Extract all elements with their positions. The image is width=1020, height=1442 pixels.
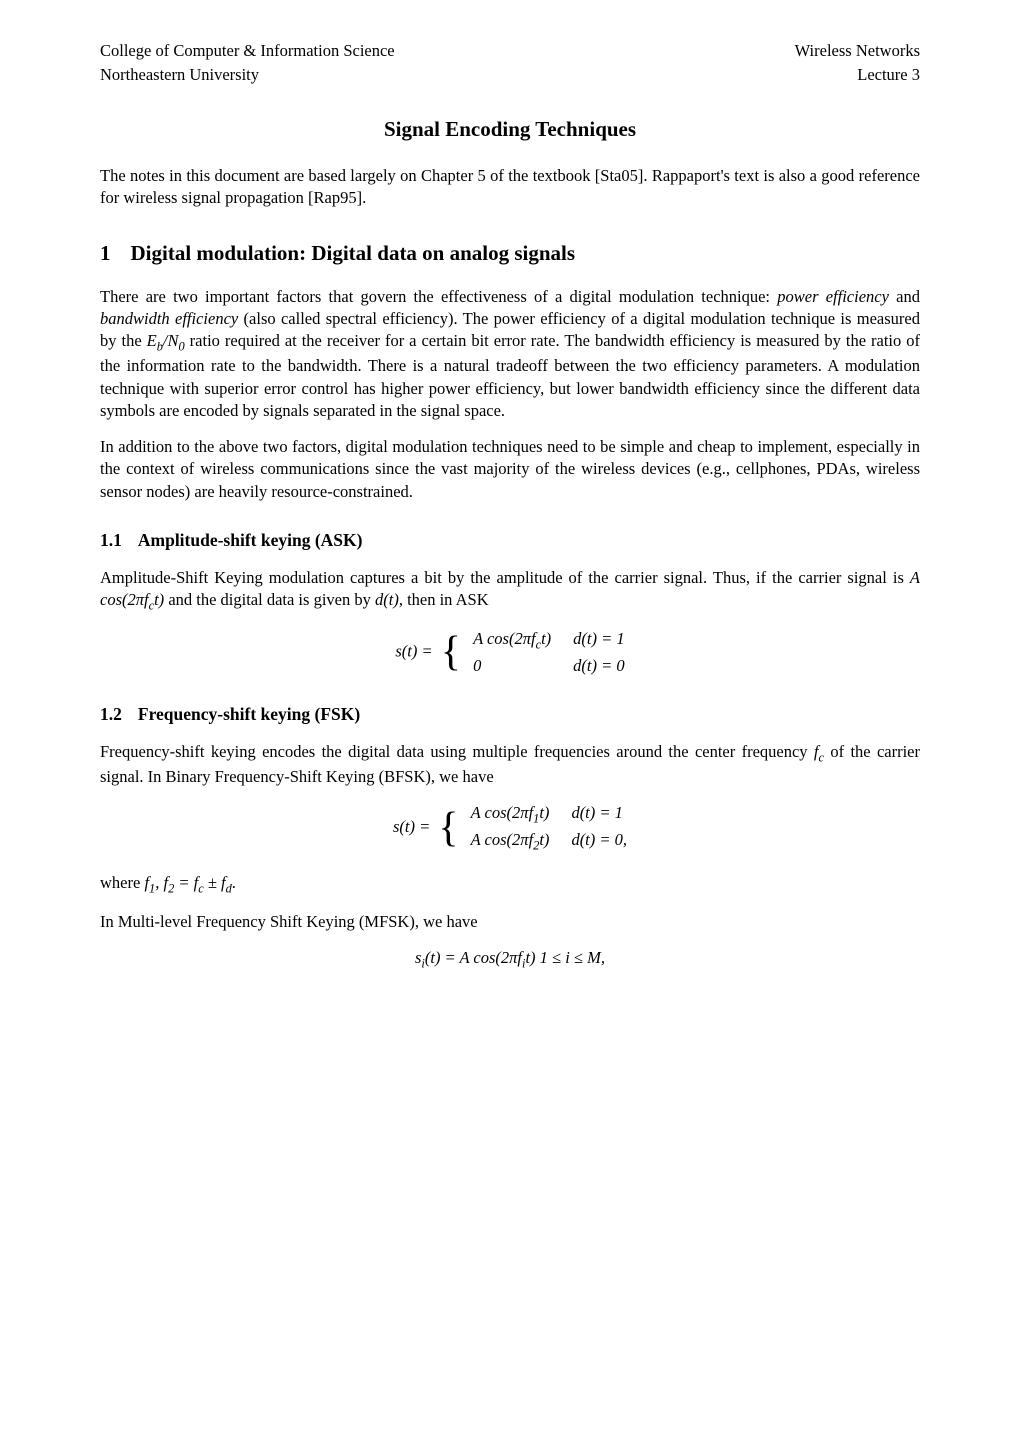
ratio-ebno: Eb/N0	[147, 331, 185, 350]
header-left-1: College of Computer & Information Scienc…	[100, 40, 395, 62]
s12p2a: where	[100, 873, 144, 892]
s1p1c: and	[889, 287, 920, 306]
mfsk-range: 1 ≤ i ≤ M,	[536, 948, 605, 967]
s11p1a: Amplitude-Shift Keying modulation captur…	[100, 568, 910, 587]
header-right-1: Wireless Networks	[795, 40, 920, 62]
s1p1a: There are two important factors that gov…	[100, 287, 777, 306]
ask-r2r: d(t) = 0	[573, 655, 624, 677]
intro-paragraph: The notes in this document are based lar…	[100, 165, 920, 210]
section-1-heading: 1 Digital modulation: Digital data on ana…	[100, 239, 920, 267]
subsection-1-2-number: 1.2	[100, 703, 122, 727]
subsection-1-1-number: 1.1	[100, 529, 122, 553]
s11p1b: and the digital data is given by	[164, 590, 375, 609]
bfsk-r2r: d(t) = 0,	[571, 829, 627, 854]
ask-r1l: A cos(2πfct)	[473, 628, 551, 653]
brace-icon: {	[441, 631, 461, 673]
data-expr: d(t)	[375, 590, 399, 609]
header-left-2: Northeastern University	[100, 64, 259, 86]
mfsk-equation: si(t) = A cos(2πfit) 1 ≤ i ≤ M,	[100, 947, 920, 972]
ask-r1r: d(t) = 1	[573, 628, 624, 653]
bfsk-lhs: s(t) =	[393, 817, 434, 836]
brace-icon: {	[438, 807, 458, 849]
subsection-1-2-title: Frequency-shift keying (FSK)	[138, 704, 360, 724]
subsection-1-2-para-1: Frequency-shift keying encodes the digit…	[100, 741, 920, 788]
ask-r2l: 0	[473, 655, 551, 677]
subsection-1-1-title: Amplitude-shift keying (ASK)	[138, 530, 363, 550]
ask-equation: s(t) = { A cos(2πfct) d(t) = 1 0 d(t) = …	[100, 628, 920, 677]
section-1-number: 1	[100, 239, 111, 267]
header-right-2: Lecture 3	[857, 64, 920, 86]
bfsk-r1l: A cos(2πf1t)	[471, 802, 550, 827]
ask-lhs: s(t) =	[395, 641, 436, 660]
s1p1f: ratio required at the receiver for a cer…	[100, 331, 920, 420]
section-1-title: Digital modulation: Digital data on anal…	[131, 241, 576, 265]
section-1-para-1: There are two important factors that gov…	[100, 286, 920, 422]
subsection-1-1-heading: 1.1 Amplitude-shift keying (ASK)	[100, 529, 920, 553]
s1p1b: power efficiency	[777, 287, 889, 306]
subsection-1-2-heading: 1.2 Frequency-shift keying (FSK)	[100, 703, 920, 727]
subsection-1-2-para-3: In Multi-level Frequency Shift Keying (M…	[100, 911, 920, 933]
f1f2-expr: f1, f2 = fc ± fd	[144, 873, 231, 892]
subsection-1-1-para: Amplitude-Shift Keying modulation captur…	[100, 567, 920, 614]
mfsk-expr: si(t) = A cos(2πfit)	[415, 948, 536, 967]
bfsk-r2l: A cos(2πf2t)	[471, 829, 550, 854]
bfsk-equation: s(t) = { A cos(2πf1t) d(t) = 1 A cos(2πf…	[100, 802, 920, 854]
s12p2b: .	[232, 873, 236, 892]
section-1-para-2: In addition to the above two factors, di…	[100, 436, 920, 503]
bfsk-r1r: d(t) = 1	[571, 802, 627, 827]
fc-expr: fc	[814, 742, 824, 761]
page-title: Signal Encoding Techniques	[100, 115, 920, 143]
s11p1c: , then in ASK	[399, 590, 489, 609]
s12p1a: Frequency-shift keying encodes the digit…	[100, 742, 814, 761]
s1p1d: bandwidth efficiency	[100, 309, 238, 328]
subsection-1-2-para-2: where f1, f2 = fc ± fd.	[100, 872, 920, 897]
